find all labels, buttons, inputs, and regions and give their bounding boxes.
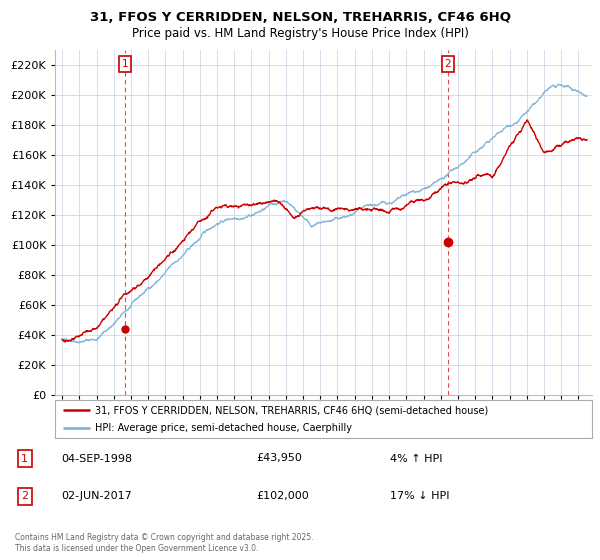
Text: Contains HM Land Registry data © Crown copyright and database right 2025.
This d: Contains HM Land Registry data © Crown c… bbox=[15, 533, 314, 553]
Text: 17% ↓ HPI: 17% ↓ HPI bbox=[391, 491, 450, 501]
Text: 4% ↑ HPI: 4% ↑ HPI bbox=[391, 454, 443, 464]
Text: 31, FFOS Y CERRIDDEN, NELSON, TREHARRIS, CF46 6HQ: 31, FFOS Y CERRIDDEN, NELSON, TREHARRIS,… bbox=[89, 11, 511, 24]
Text: HPI: Average price, semi-detached house, Caerphilly: HPI: Average price, semi-detached house,… bbox=[95, 423, 352, 433]
FancyBboxPatch shape bbox=[55, 400, 592, 438]
Text: Price paid vs. HM Land Registry's House Price Index (HPI): Price paid vs. HM Land Registry's House … bbox=[131, 27, 469, 40]
Text: 1: 1 bbox=[122, 59, 128, 69]
Text: 02-JUN-2017: 02-JUN-2017 bbox=[61, 491, 132, 501]
Text: 2: 2 bbox=[445, 59, 451, 69]
Text: £43,950: £43,950 bbox=[256, 454, 302, 464]
Text: 04-SEP-1998: 04-SEP-1998 bbox=[61, 454, 133, 464]
Text: 31, FFOS Y CERRIDDEN, NELSON, TREHARRIS, CF46 6HQ (semi-detached house): 31, FFOS Y CERRIDDEN, NELSON, TREHARRIS,… bbox=[95, 405, 489, 415]
Text: 2: 2 bbox=[21, 491, 28, 501]
Text: 1: 1 bbox=[22, 454, 28, 464]
Text: £102,000: £102,000 bbox=[256, 491, 309, 501]
